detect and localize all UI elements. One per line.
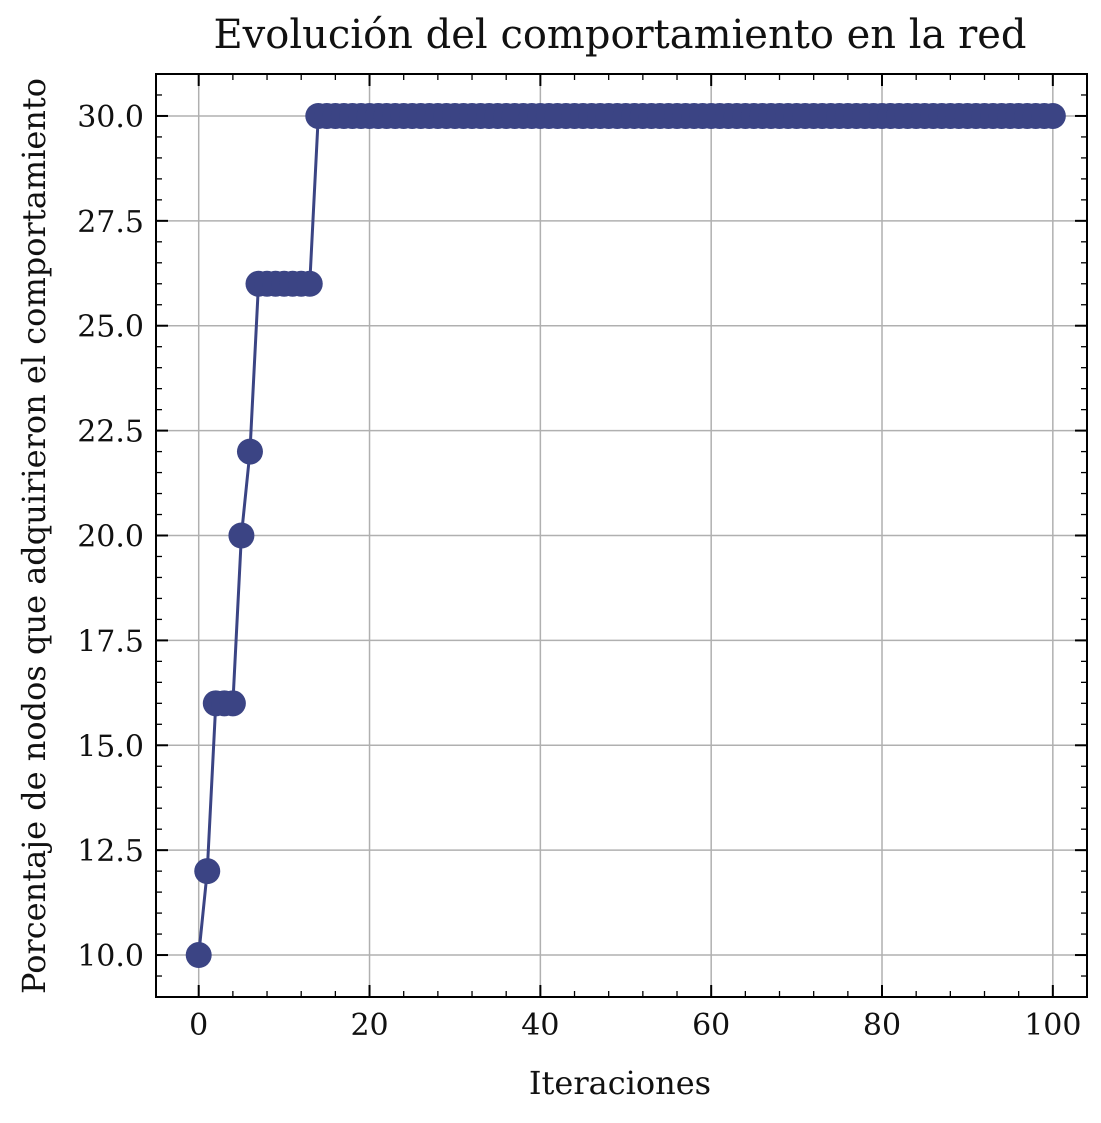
y-tick-label: 27.5 <box>77 205 144 240</box>
chart-title: Evolución del comportamiento en la red <box>213 12 1026 58</box>
y-tick-label: 10.0 <box>77 939 144 974</box>
x-tick-labels: 0 20 40 60 80 100 <box>189 1008 1081 1043</box>
series-layer <box>185 102 1066 969</box>
x-tick-label: 0 <box>189 1008 208 1043</box>
y-tick-labels: 10.0 12.5 15.0 17.5 20.0 22.5 25.0 27.5 30.0 <box>77 100 144 974</box>
y-tick-label: 30.0 <box>77 100 144 135</box>
data-point <box>228 522 255 549</box>
x-tick-label: 60 <box>692 1008 730 1043</box>
y-tick-label: 20.0 <box>77 520 144 555</box>
data-point <box>1039 102 1066 129</box>
grid-lines <box>156 74 1087 997</box>
data-point <box>296 270 323 297</box>
axis-ticks <box>156 73 1088 997</box>
x-tick-label: 100 <box>1024 1008 1081 1043</box>
x-tick-label: 20 <box>350 1008 388 1043</box>
x-tick-label: 80 <box>863 1008 901 1043</box>
y-tick-label: 25.0 <box>77 310 144 345</box>
y-axis-label: Porcentaje de nodos que adquirieron el c… <box>15 78 53 994</box>
x-axis-label: Iteraciones <box>529 1064 711 1102</box>
data-point <box>185 942 212 969</box>
data-point <box>194 858 221 885</box>
y-tick-label: 22.5 <box>77 415 144 450</box>
y-tick-label: 15.0 <box>77 729 144 764</box>
data-point <box>219 690 246 717</box>
x-tick-label: 40 <box>521 1008 559 1043</box>
y-tick-label: 17.5 <box>77 624 144 659</box>
data-point <box>236 438 263 465</box>
y-tick-label: 12.5 <box>77 834 144 869</box>
